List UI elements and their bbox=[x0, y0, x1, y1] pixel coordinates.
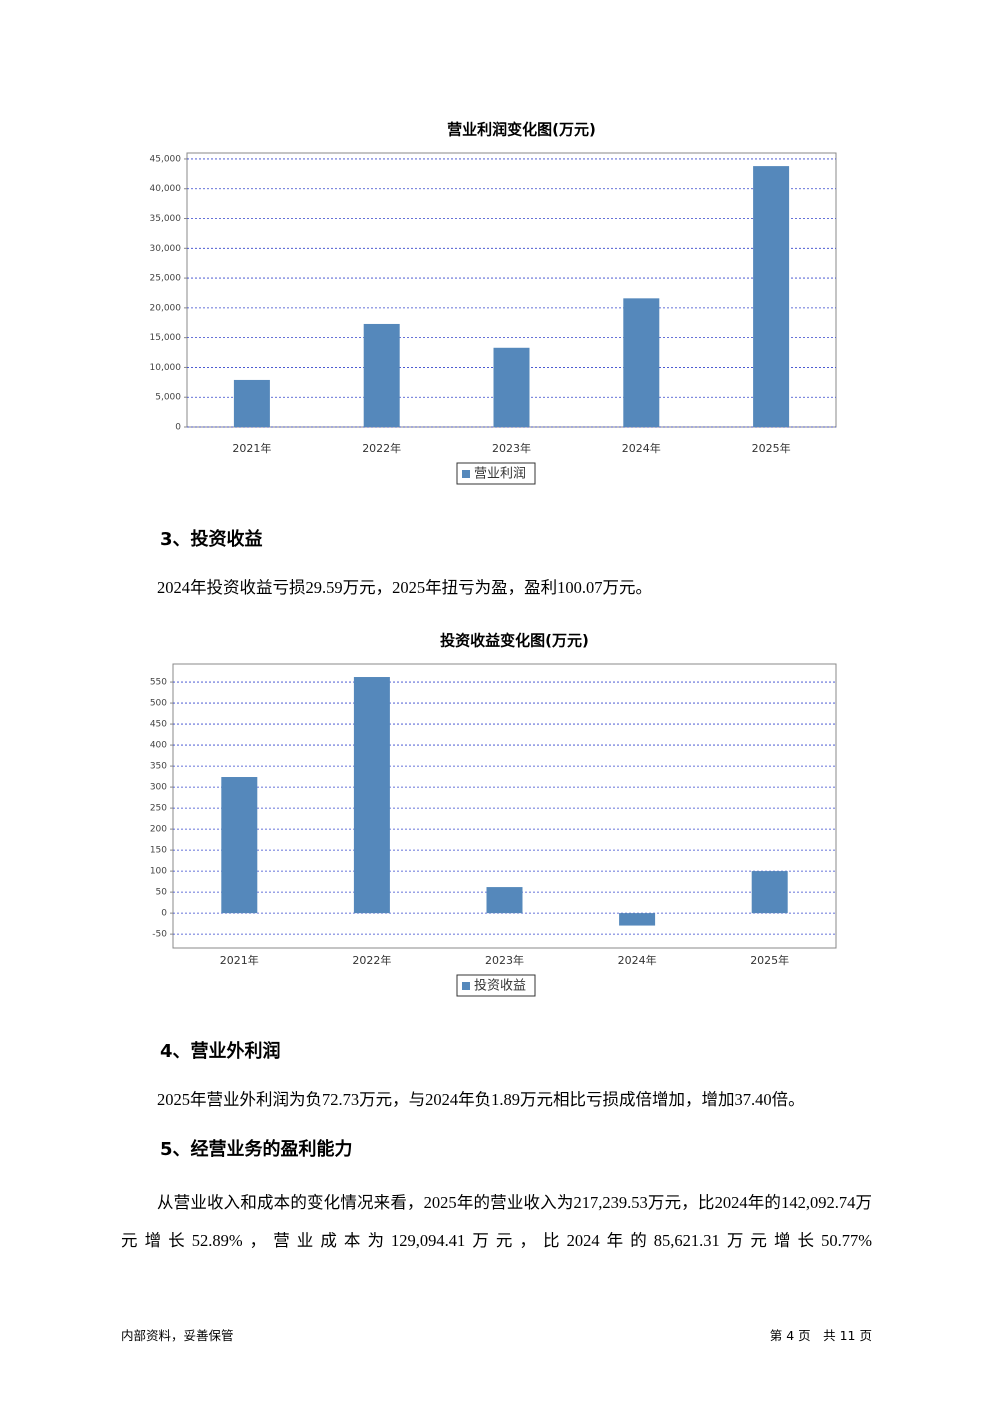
y-tick-label: 5,000 bbox=[155, 393, 181, 403]
x-tick-label: 2024年 bbox=[618, 953, 657, 967]
y-tick-label: 35,000 bbox=[150, 214, 182, 224]
x-tick-label: 2022年 bbox=[352, 953, 391, 967]
legend-swatch bbox=[462, 470, 470, 478]
y-tick-label: 15,000 bbox=[150, 333, 182, 343]
y-tick-label: 500 bbox=[150, 699, 167, 709]
legend-box bbox=[456, 462, 536, 485]
y-tick-label: 150 bbox=[150, 846, 167, 856]
section-paragraph: 2025年营业外利润为负72.73万元，与2024年负1.89万元相比亏损成倍增… bbox=[157, 1090, 805, 1109]
legend-label: 营业利润 bbox=[474, 467, 526, 482]
y-tick-label: -50 bbox=[152, 930, 167, 940]
bar bbox=[493, 347, 530, 427]
y-tick-label: 550 bbox=[150, 678, 167, 688]
bar bbox=[486, 887, 523, 914]
x-tick-label: 2021年 bbox=[220, 953, 259, 967]
y-tick-label: 0 bbox=[175, 423, 181, 433]
bar bbox=[221, 777, 258, 914]
y-tick-label: 400 bbox=[150, 741, 167, 751]
footer-right: 第 4 页 共 11 页 bbox=[769, 1328, 872, 1343]
legend-box bbox=[456, 974, 536, 997]
bar bbox=[353, 677, 390, 914]
y-tick-label: 10,000 bbox=[150, 363, 182, 373]
x-tick-label: 2023年 bbox=[485, 953, 524, 967]
bar bbox=[233, 379, 270, 427]
y-tick-label: 45,000 bbox=[150, 154, 182, 164]
bar bbox=[623, 298, 660, 427]
x-tick-label: 2022年 bbox=[362, 441, 401, 455]
section-paragraph: 从营业收入和成本的变化情况来看，2025年的营业收入为217,239.53万元，… bbox=[121, 1193, 872, 1250]
y-tick-label: 25,000 bbox=[150, 274, 182, 284]
section-heading: 5、经营业务的盈利能力 bbox=[160, 1139, 353, 1160]
y-tick-label: 350 bbox=[150, 762, 167, 772]
x-tick-label: 2023年 bbox=[492, 441, 531, 455]
bar bbox=[363, 323, 400, 427]
y-tick-label: 40,000 bbox=[150, 184, 182, 194]
y-tick-label: 100 bbox=[150, 867, 167, 877]
y-tick-label: 300 bbox=[150, 783, 167, 793]
y-tick-label: 200 bbox=[150, 825, 167, 835]
y-tick-label: 20,000 bbox=[150, 303, 182, 313]
y-tick-label: 0 bbox=[161, 909, 167, 919]
footer-left: 内部资料，妥善保管 bbox=[121, 1328, 234, 1343]
section-heading: 3、投资收益 bbox=[160, 529, 263, 550]
chart-title: 投资收益变化图(万元) bbox=[440, 632, 589, 650]
x-tick-label: 2025年 bbox=[752, 441, 791, 455]
section-heading: 4、营业外利润 bbox=[160, 1041, 281, 1062]
bar bbox=[751, 871, 788, 914]
x-tick-label: 2021年 bbox=[232, 441, 271, 455]
bar bbox=[753, 166, 790, 427]
y-tick-label: 50 bbox=[156, 888, 168, 898]
legend-swatch bbox=[462, 982, 470, 990]
x-tick-label: 2025年 bbox=[750, 953, 789, 967]
section-paragraph: 2024年投资收益亏损29.59万元，2025年扭亏为盈，盈利100.07万元。 bbox=[157, 578, 652, 597]
bar bbox=[619, 913, 656, 926]
chart-title: 营业利润变化图(万元) bbox=[447, 121, 596, 139]
x-tick-label: 2024年 bbox=[622, 441, 661, 455]
y-tick-label: 250 bbox=[150, 804, 167, 814]
legend-label: 投资收益 bbox=[474, 978, 526, 994]
y-tick-label: 30,000 bbox=[150, 244, 182, 254]
y-tick-label: 450 bbox=[150, 720, 167, 730]
